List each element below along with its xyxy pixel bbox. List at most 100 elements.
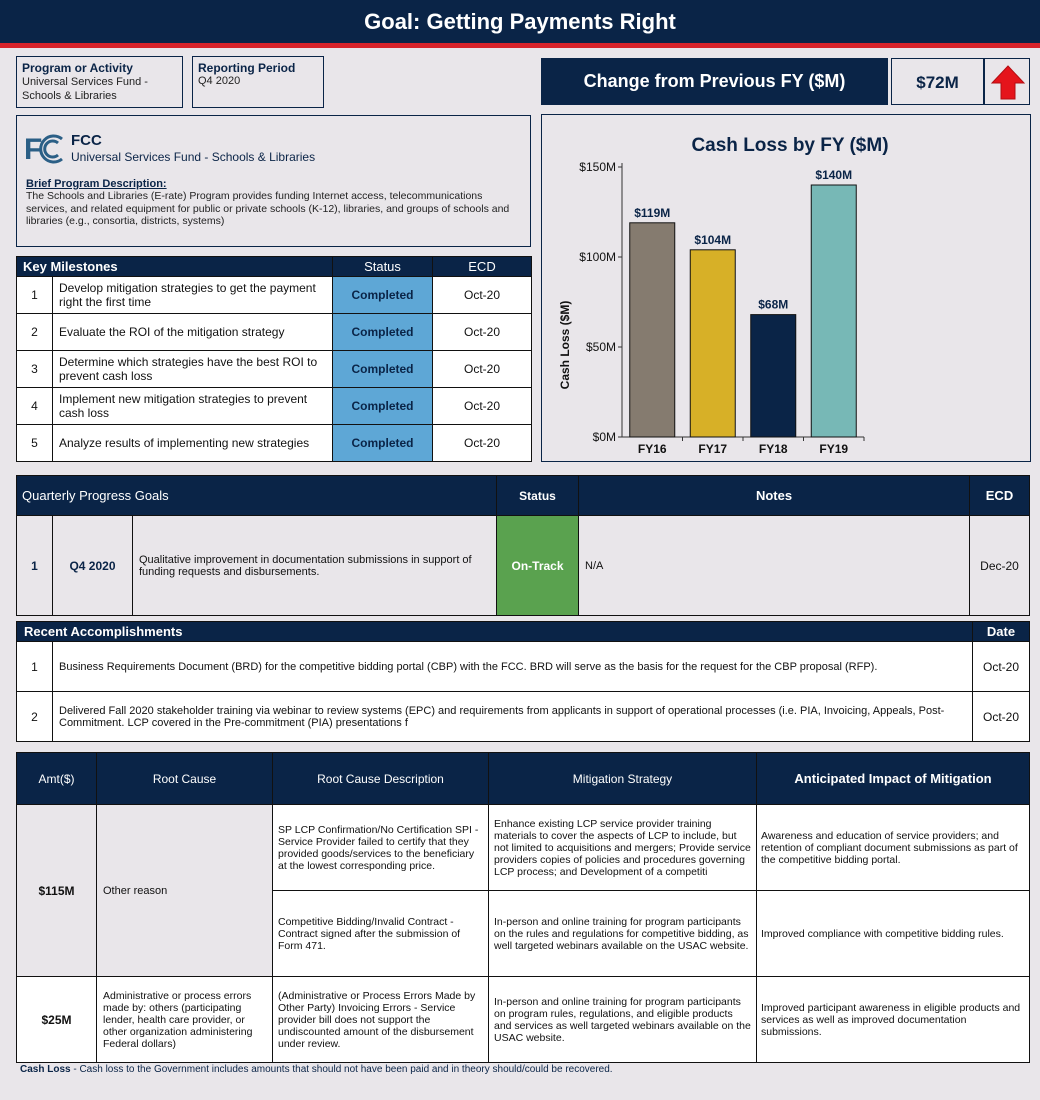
chart-svg: Cash Loss by FY ($M) Cash Loss ($M) $0M $… [558,135,889,456]
quarterly-header: Quarterly Progress Goals [16,475,497,516]
root-cause-value: Other reason [96,804,273,977]
fcc-logo: F [24,131,64,167]
mitigation-strategy: In-person and online training for progra… [488,890,757,977]
root-cause-row: Competitive Bidding/Invalid Contract - C… [17,890,1030,977]
milestone-ecd: Oct-20 [432,350,532,388]
milestone-row: 5 Analyze results of implementing new st… [16,424,532,462]
program-label: Program or Activity [22,61,133,75]
accomplishment-row: 2 Delivered Fall 2020 stakeholder traini… [16,691,1030,742]
period-label: Reporting Period [198,61,296,75]
bar-fy19 [810,184,857,438]
accomplishment-text: Delivered Fall 2020 stakeholder training… [52,691,973,742]
milestone-text: Evaluate the ROI of the mitigation strat… [52,313,333,351]
milestone-status: Completed [332,313,433,351]
milestone-row: 3 Determine which strategies have the be… [16,350,532,388]
program-box: Program or Activity Universal Services F… [16,56,183,108]
root-cause-desc: SP LCP Confirmation/No Certification SPI… [272,804,489,891]
milestones-ecd-header: ECD [432,256,532,277]
amt-header: Amt($) [16,752,97,805]
milestone-text: Implement new mitigation strategies to p… [52,387,333,425]
footnote: Cash Loss - Cash loss to the Government … [20,1064,613,1075]
program-description: The Schools and Libraries (E-rate) Progr… [26,190,510,227]
milestones-table: Key Milestones Status ECD 1 Develop miti… [16,256,532,462]
bar-fy16 [629,222,676,438]
fcc-logo-icon: F [24,133,63,166]
milestone-status: Completed [332,350,433,388]
arrow-up-icon [990,65,1026,100]
period-value: Q4 2020 [198,75,241,87]
change-direction [984,58,1030,105]
quarterly-quarter: Q4 2020 [52,515,133,616]
accomplishment-row: 1 Business Requirements Document (BRD) f… [16,641,1030,692]
program-value: Universal Services Fund - Schools & Libr… [22,76,148,102]
accomplishment-text: Business Requirements Document (BRD) for… [52,641,973,692]
impact-header: Anticipated Impact of Mitigation [756,752,1030,805]
root-cause-desc: Competitive Bidding/Invalid Contract - C… [272,890,489,977]
bar-fy17 [689,249,736,438]
agency-name: FCC [71,132,102,149]
svg-text:F: F [24,133,42,166]
chart-title: Cash Loss by FY ($M) [691,135,888,156]
bar-fy18 [750,314,797,438]
quarterly-row: 1 Q4 2020 Qualitative improvement in doc… [16,515,1030,616]
quarterly-num: 1 [16,515,53,616]
root-cause-table: Amt($) Root Cause Root Cause Description… [16,752,1030,1063]
footnote-term: Cash Loss [20,1064,71,1075]
data-label: $104M [694,233,731,247]
root-cause-row: $115M Other reason SP LCP Confirmation/N… [16,804,1030,977]
milestone-text: Develop mitigation strategies to get the… [52,276,333,314]
x-tick-label: FY18 [759,442,788,456]
milestone-text: Determine which strategies have the best… [52,350,333,388]
root-cause-row: $25M Administrative or process errors ma… [16,976,1030,1063]
agency-box: F FCC Universal Services Fund - Schools … [16,115,531,247]
x-tick-label: FY17 [698,442,727,456]
footnote-text: - Cash loss to the Government includes a… [70,1064,613,1075]
milestone-num: 4 [16,387,53,425]
y-tick-label: $0M [593,430,616,444]
milestone-num: 3 [16,350,53,388]
milestone-status: Completed [332,276,433,314]
data-label: $119M [634,206,670,220]
x-tick-label: FY16 [638,442,667,456]
cash-loss-chart: Cash Loss by FY ($M) Cash Loss ($M) $0M $… [541,114,1031,462]
quarterly-notes-header: Notes [578,475,970,516]
milestone-row: 2 Evaluate the ROI of the mitigation str… [16,313,532,351]
accomplishments-table: Recent Accomplishments Date 1 Business R… [16,621,1030,742]
accomplishment-num: 2 [16,691,53,742]
change-label: Change from Previous FY ($M) [541,58,888,105]
root-cause-value: Administrative or process errors made by… [96,976,273,1063]
accomplishments-date-header: Date [972,621,1030,642]
mitigation-strategy: Enhance existing LCP service provider tr… [488,804,757,891]
y-tick-label: $150M [579,160,616,174]
x-tick-label: FY19 [819,442,848,456]
milestone-ecd: Oct-20 [432,276,532,314]
milestone-ecd: Oct-20 [432,387,532,425]
milestone-ecd: Oct-20 [432,313,532,351]
milestone-row: 1 Develop mitigation strategies to get t… [16,276,532,314]
milestone-text: Analyze results of implementing new stra… [52,424,333,462]
accomplishment-date: Oct-20 [972,641,1030,692]
milestone-num: 2 [16,313,53,351]
quarterly-table: Quarterly Progress Goals Status Notes EC… [16,475,1030,616]
root-cause-header: Root Cause [96,752,273,805]
chart-ylabel: Cash Loss ($M) [558,301,572,390]
accomplishment-date: Oct-20 [972,691,1030,742]
y-tick-label: $100M [579,250,616,264]
quarterly-ecd: Dec-20 [969,515,1030,616]
milestones-header: Key Milestones [16,256,333,277]
quarterly-status: On-Track [496,515,579,616]
desc-label: Brief Program Description: [26,178,167,190]
mitigation-impact: Improved compliance with competitive bid… [756,890,1030,977]
y-tick-label: $50M [586,340,616,354]
quarterly-status-header: Status [496,475,579,516]
root-cause-desc-header: Root Cause Description [272,752,489,805]
quarterly-ecd-header: ECD [969,475,1030,516]
milestone-status: Completed [332,387,433,425]
agency-program: Universal Services Fund - Schools & Libr… [71,150,316,164]
milestone-row: 4 Implement new mitigation strategies to… [16,387,532,425]
milestones-status-header: Status [332,256,433,277]
amt-value: $25M [16,976,97,1063]
milestone-ecd: Oct-20 [432,424,532,462]
accomplishments-header: Recent Accomplishments [16,621,973,642]
milestone-status: Completed [332,424,433,462]
